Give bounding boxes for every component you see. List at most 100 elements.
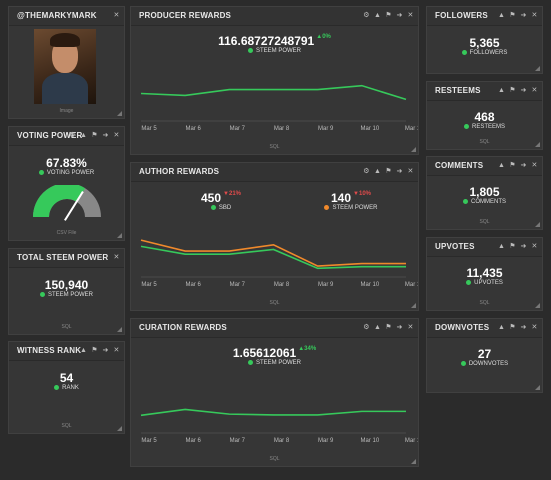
share-icon[interactable]: ➜ bbox=[520, 324, 527, 331]
share-icon[interactable]: ➜ bbox=[102, 347, 109, 354]
rank-label: RANK bbox=[62, 385, 79, 392]
share-icon[interactable]: ➜ bbox=[520, 12, 527, 19]
share-icon[interactable]: ➜ bbox=[396, 12, 403, 19]
close-icon[interactable]: ✕ bbox=[113, 254, 120, 261]
gear-icon[interactable]: ⚙ bbox=[69, 132, 76, 139]
x-tick-label: Mar 9 bbox=[318, 282, 334, 288]
witness-rank-value: 54 bbox=[59, 371, 74, 385]
x-tick-label: Mar 6 bbox=[185, 438, 201, 444]
bell-icon[interactable]: ▲ bbox=[80, 347, 88, 354]
comments-value: 1,805 bbox=[469, 185, 500, 199]
legend-dot bbox=[461, 50, 467, 55]
series-line bbox=[140, 408, 406, 417]
gauge-needle bbox=[64, 191, 84, 221]
close-icon[interactable]: ✕ bbox=[113, 12, 120, 19]
bell-icon[interactable]: ▲ bbox=[498, 243, 506, 250]
share-icon[interactable]: ➜ bbox=[396, 168, 403, 175]
bell-icon[interactable]: ▲ bbox=[498, 87, 506, 94]
flag-icon[interactable]: ⚑ bbox=[385, 12, 392, 19]
resize-handle[interactable] bbox=[535, 222, 540, 227]
panel-title: COMMENTS bbox=[435, 161, 484, 170]
downvotes-value: 27 bbox=[477, 347, 492, 361]
flag-icon[interactable]: ⚑ bbox=[91, 132, 98, 139]
resize-handle[interactable] bbox=[117, 111, 122, 116]
legend-dot bbox=[247, 360, 253, 365]
resize-handle[interactable] bbox=[117, 327, 122, 332]
share-icon[interactable]: ➜ bbox=[396, 324, 403, 331]
sp-value: 140 bbox=[331, 191, 352, 205]
flag-icon[interactable]: ⚑ bbox=[385, 168, 392, 175]
downvotes-panel: DOWNVOTES ▲ ⚑ ➜ ✕ 27 DOWNVOTES bbox=[426, 318, 543, 393]
bell-icon[interactable]: ▲ bbox=[80, 132, 88, 139]
x-tick-label: Mar 8 bbox=[274, 282, 290, 288]
series-line bbox=[140, 84, 407, 101]
close-icon[interactable]: ✕ bbox=[531, 324, 538, 331]
resize-handle[interactable] bbox=[411, 459, 416, 464]
share-icon[interactable]: ➜ bbox=[520, 87, 527, 94]
close-icon[interactable]: ✕ bbox=[531, 162, 538, 169]
sbd-value: 450 bbox=[201, 191, 222, 205]
x-tick-label: Mar 6 bbox=[185, 282, 201, 288]
close-icon[interactable]: ✕ bbox=[531, 12, 538, 19]
bell-icon[interactable]: ▲ bbox=[374, 324, 382, 331]
close-icon[interactable]: ✕ bbox=[407, 168, 414, 175]
share-icon[interactable]: ➜ bbox=[520, 162, 527, 169]
x-tick-label: Mar 11 bbox=[405, 438, 418, 444]
panel-header: TOTAL STEEM POWER ✕ bbox=[9, 249, 124, 268]
total-steem-power-value: 150,940 bbox=[44, 278, 89, 292]
resize-handle[interactable] bbox=[117, 233, 122, 238]
legend-dot bbox=[38, 170, 44, 175]
flag-icon[interactable]: ⚑ bbox=[509, 87, 516, 94]
upvotes-panel: UPVOTES ▲ ⚑ ➜ ✕ 11,435 UPVOTES SQL bbox=[426, 237, 543, 311]
x-tick-label: Mar 6 bbox=[185, 126, 201, 132]
bell-icon[interactable]: ▲ bbox=[498, 162, 506, 169]
share-icon[interactable]: ➜ bbox=[102, 132, 109, 139]
legend-dot bbox=[466, 280, 472, 285]
resize-handle[interactable] bbox=[411, 303, 416, 308]
panel-header: AUTHOR REWARDS ⚙ ▲ ⚑ ➜ ✕ bbox=[131, 163, 418, 182]
resteems-panel: RESTEEMS ▲ ⚑ ➜ ✕ 468 RESTEEMS SQL bbox=[426, 81, 543, 150]
resteems-value: 468 bbox=[474, 110, 495, 124]
resize-handle[interactable] bbox=[411, 147, 416, 152]
sp-change: ▼10% bbox=[353, 191, 371, 197]
panel-header: FOLLOWERS ▲ ⚑ ➜ ✕ bbox=[427, 7, 542, 26]
flag-icon[interactable]: ⚑ bbox=[91, 347, 98, 354]
close-icon[interactable]: ✕ bbox=[531, 87, 538, 94]
steem-power-label: STEEM POWER bbox=[255, 48, 301, 55]
bell-icon[interactable]: ▲ bbox=[498, 12, 506, 19]
flag-icon[interactable]: ⚑ bbox=[509, 162, 516, 169]
legend-dot bbox=[39, 292, 45, 297]
resize-handle[interactable] bbox=[535, 66, 540, 71]
close-icon[interactable]: ✕ bbox=[531, 243, 538, 250]
flag-icon[interactable]: ⚑ bbox=[509, 324, 516, 331]
x-tick-label: Mar 10 bbox=[360, 126, 379, 132]
panel-title: RESTEEMS bbox=[435, 86, 481, 95]
close-icon[interactable]: ✕ bbox=[113, 132, 120, 139]
source-label: SQL bbox=[269, 300, 280, 306]
author-rewards-panel: AUTHOR REWARDS ⚙ ▲ ⚑ ➜ ✕ 450 ▼21% SBD 140 ▼10%… bbox=[130, 162, 419, 311]
resize-handle[interactable] bbox=[535, 385, 540, 390]
profile-panel: @THEMARKYMARK ✕ Image bbox=[8, 6, 125, 119]
gear-icon[interactable]: ⚙ bbox=[363, 324, 370, 331]
close-icon[interactable]: ✕ bbox=[407, 324, 414, 331]
legend-dot bbox=[247, 48, 253, 53]
panel-header: COMMENTS ▲ ⚑ ➜ ✕ bbox=[427, 157, 542, 176]
gear-icon[interactable]: ⚙ bbox=[363, 12, 370, 19]
gear-icon[interactable]: ⚙ bbox=[363, 168, 370, 175]
bell-icon[interactable]: ▲ bbox=[374, 12, 382, 19]
close-icon[interactable]: ✕ bbox=[407, 12, 414, 19]
steem-power-stat: 140 ▼10% STEEM POWER bbox=[301, 191, 401, 211]
bell-icon[interactable]: ▲ bbox=[498, 324, 506, 331]
flag-icon[interactable]: ⚑ bbox=[509, 12, 516, 19]
legend-dot bbox=[324, 205, 330, 210]
close-icon[interactable]: ✕ bbox=[113, 347, 120, 354]
resize-handle[interactable] bbox=[535, 303, 540, 308]
resize-handle[interactable] bbox=[117, 426, 122, 431]
flag-icon[interactable]: ⚑ bbox=[385, 324, 392, 331]
resize-handle[interactable] bbox=[535, 142, 540, 147]
legend-dot bbox=[460, 361, 466, 366]
flag-icon[interactable]: ⚑ bbox=[509, 243, 516, 250]
bell-icon[interactable]: ▲ bbox=[374, 168, 382, 175]
x-tick-label: Mar 11 bbox=[405, 282, 418, 288]
share-icon[interactable]: ➜ bbox=[520, 243, 527, 250]
